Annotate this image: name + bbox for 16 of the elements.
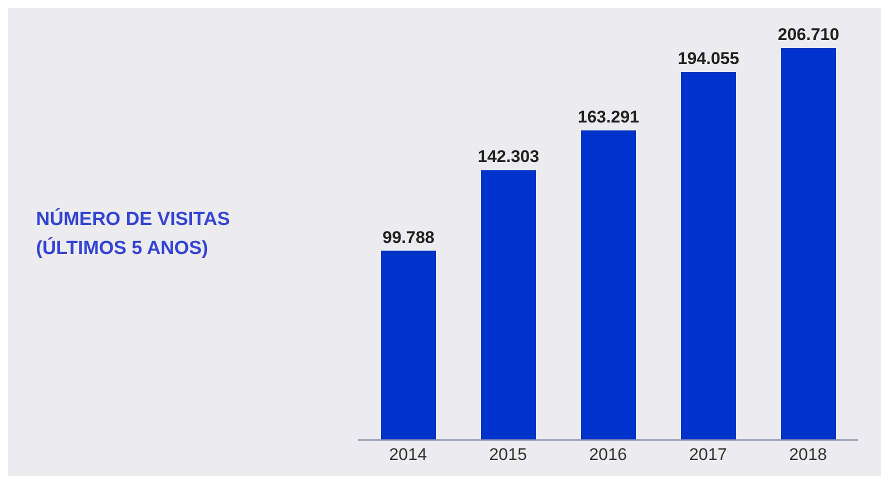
- x-tick-label: 2015: [489, 445, 527, 464]
- data-label: 142.303: [478, 147, 540, 166]
- bar: [381, 250, 436, 440]
- x-tick-label: 2016: [589, 445, 627, 464]
- data-label: 194.055: [678, 49, 740, 68]
- data-label: 206.710: [778, 25, 840, 44]
- bar: [581, 130, 636, 440]
- bar: [681, 72, 736, 440]
- x-tick-label: 2017: [689, 445, 727, 464]
- data-label: 163.291: [578, 107, 640, 126]
- bar: [481, 170, 536, 440]
- bar: [781, 48, 836, 440]
- text: NÚMERO DE VISITAS (ÚLTIMOS 5 ANOS): [36, 207, 230, 261]
- x-tick-label: 2018: [789, 445, 827, 464]
- x-tick-label: 2014: [389, 445, 427, 464]
- data-label: 99.788: [382, 228, 434, 247]
